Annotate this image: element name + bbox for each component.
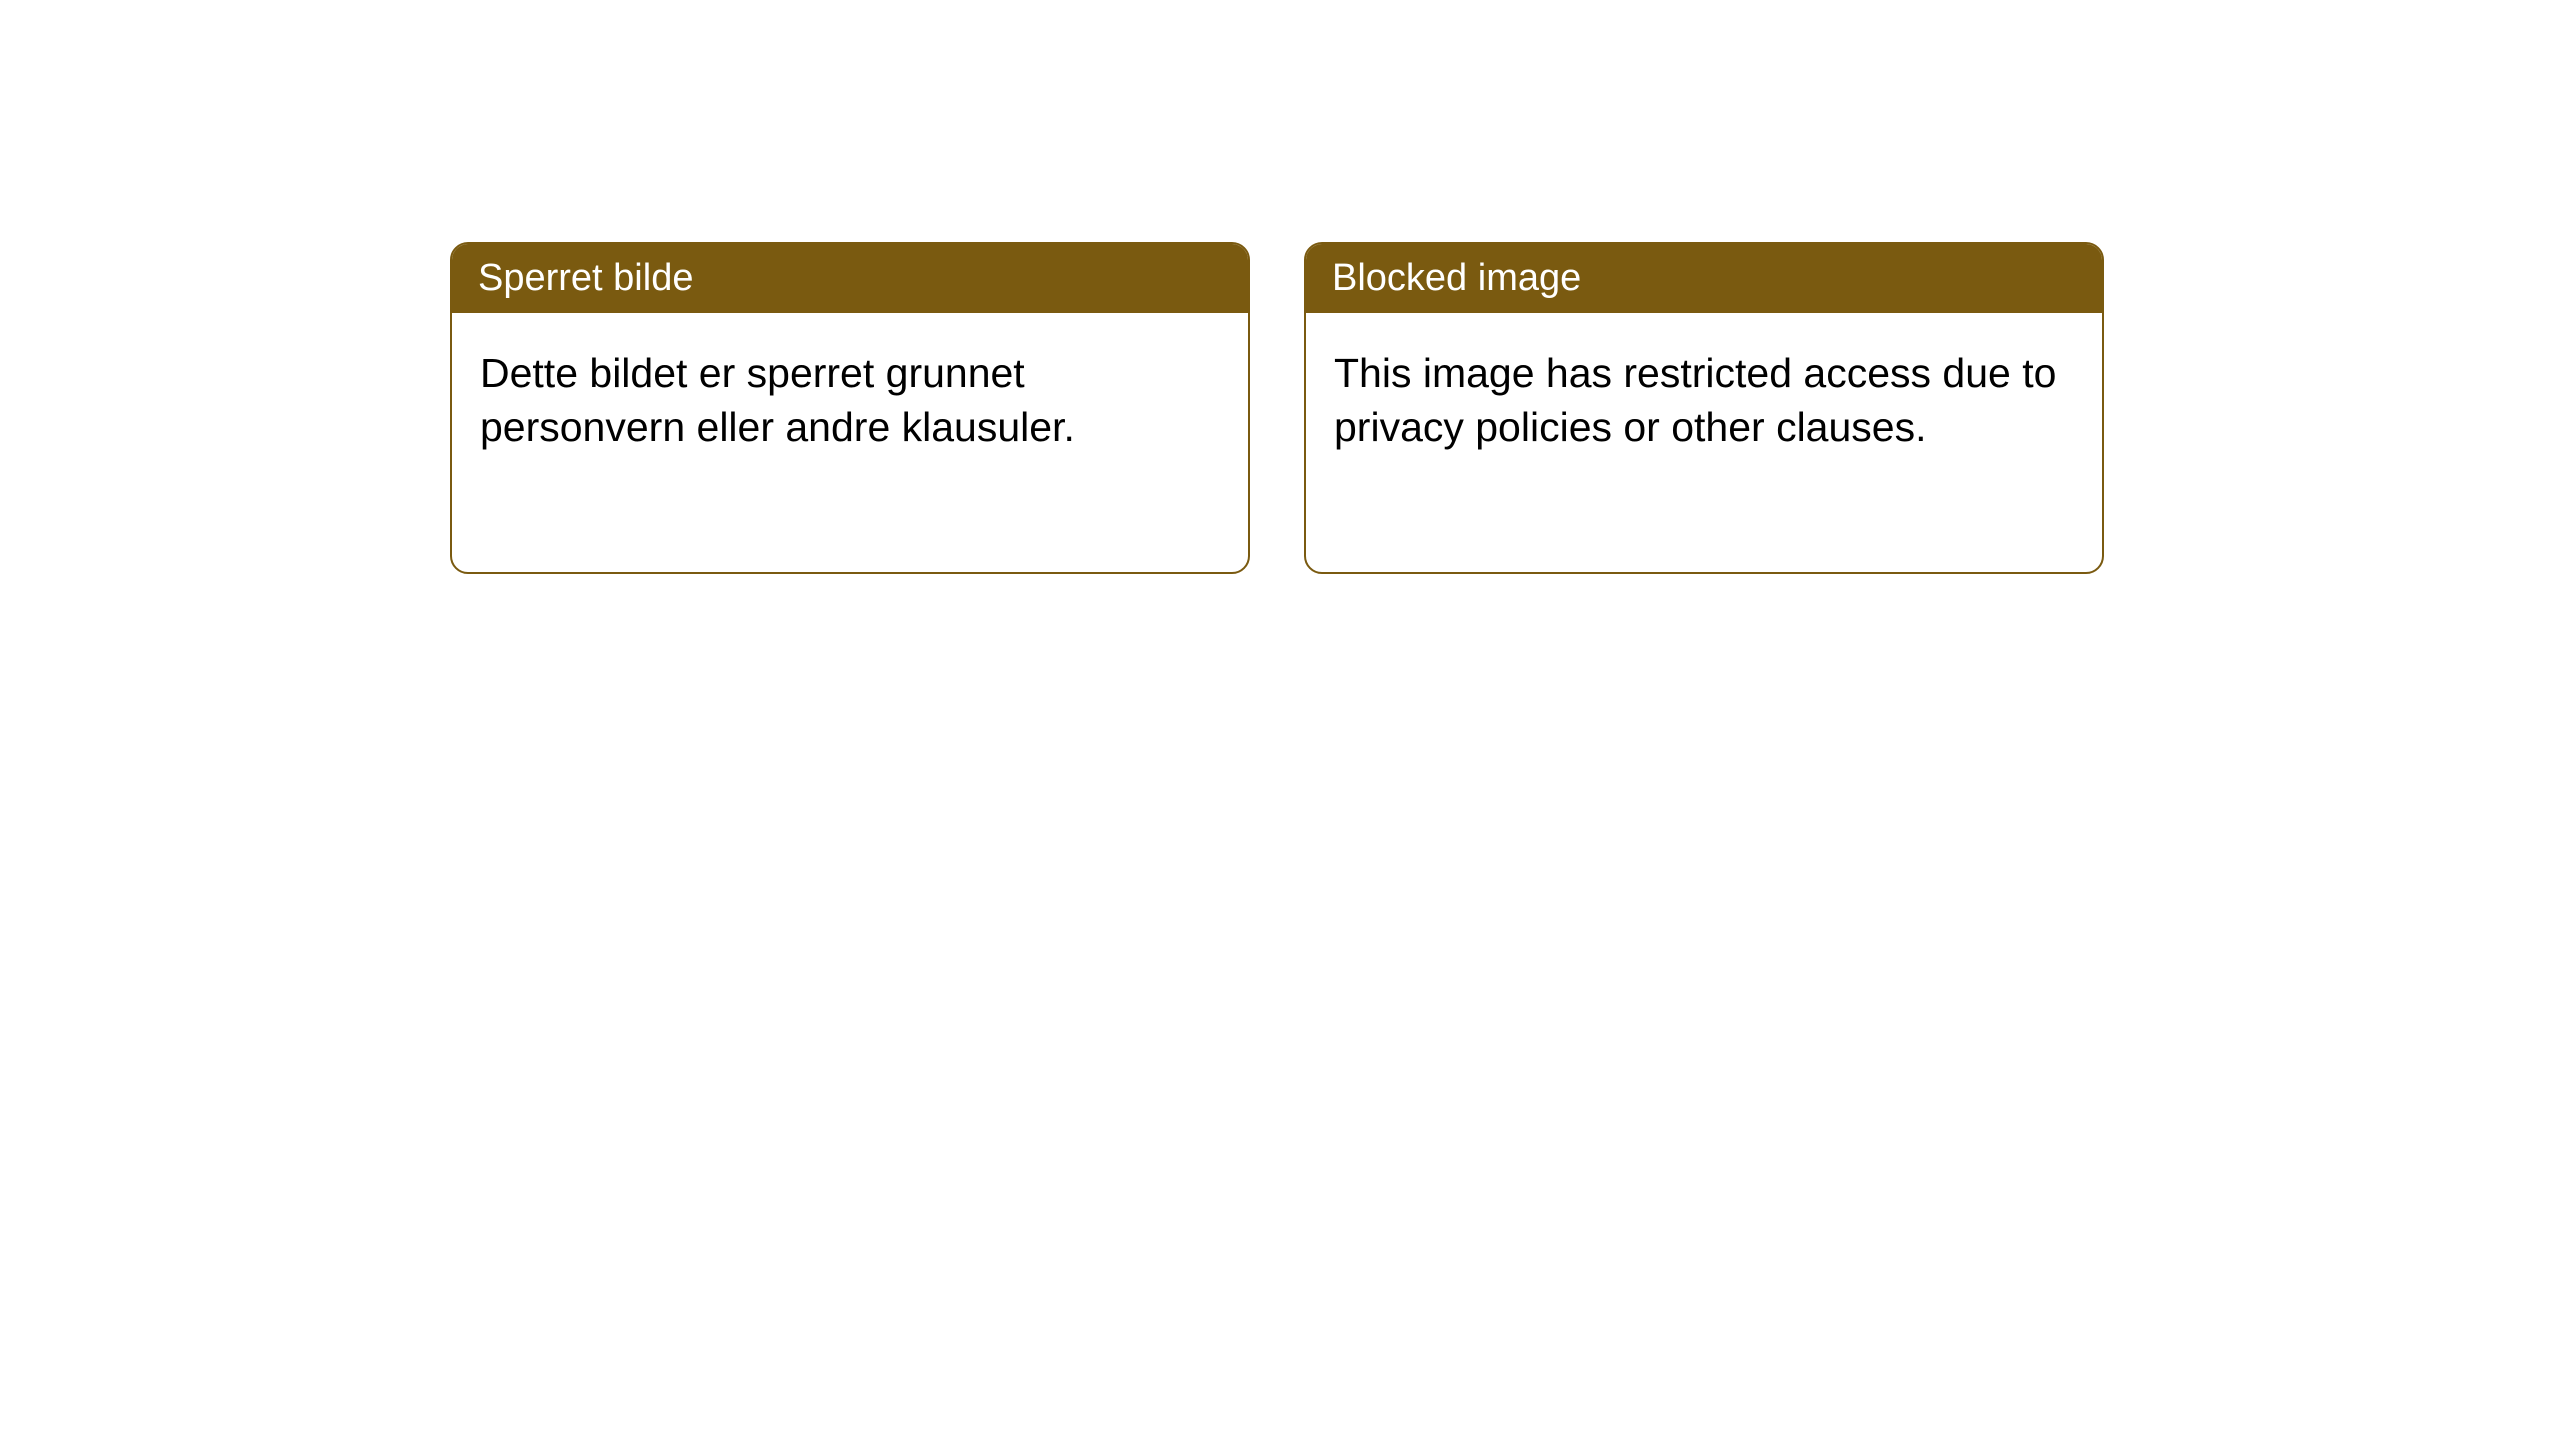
card-norwegian: Sperret bilde Dette bildet er sperret gr… xyxy=(450,242,1250,574)
cards-container: Sperret bilde Dette bildet er sperret gr… xyxy=(450,242,2104,574)
card-header-norwegian: Sperret bilde xyxy=(452,244,1248,313)
card-body-english: This image has restricted access due to … xyxy=(1306,313,2102,488)
card-title-norwegian: Sperret bilde xyxy=(478,257,693,299)
card-header-english: Blocked image xyxy=(1306,244,2102,313)
card-body-text-english: This image has restricted access due to … xyxy=(1334,350,2056,449)
card-body-text-norwegian: Dette bildet er sperret grunnet personve… xyxy=(480,350,1075,449)
card-english: Blocked image This image has restricted … xyxy=(1304,242,2104,574)
card-body-norwegian: Dette bildet er sperret grunnet personve… xyxy=(452,313,1248,488)
card-title-english: Blocked image xyxy=(1332,257,1581,299)
